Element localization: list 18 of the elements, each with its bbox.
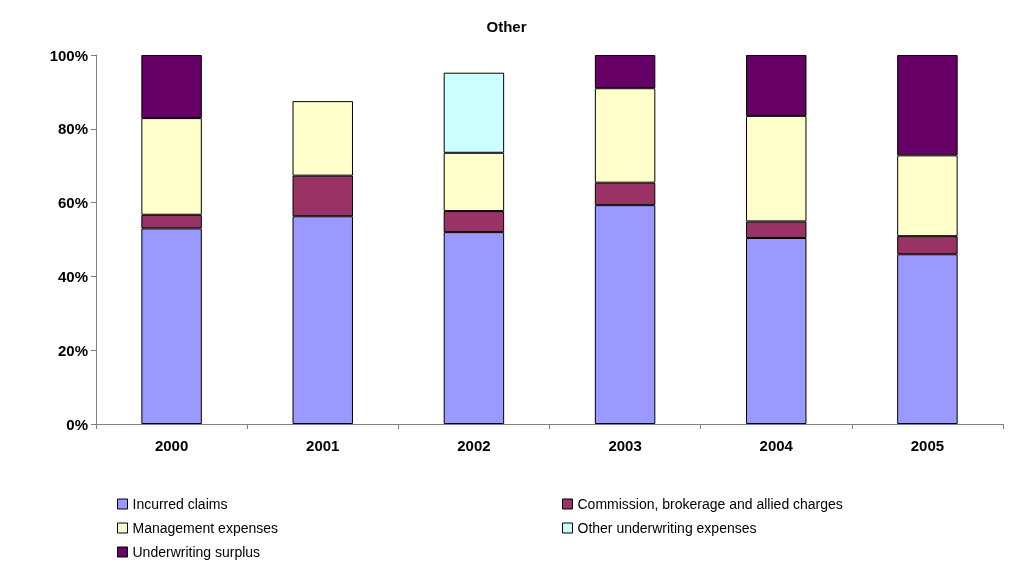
x-tick-label: 2004 xyxy=(759,437,794,454)
x-tick-label: 2005 xyxy=(910,437,945,454)
legend-label: Incurred claims xyxy=(132,496,228,512)
y-tick-label: 20% xyxy=(57,341,88,359)
chart-title: Other xyxy=(486,18,527,35)
y-tick-label: 40% xyxy=(57,267,88,285)
legend-label: Management expenses xyxy=(132,520,279,536)
legend-label: Commission, brokerage and allied charges xyxy=(577,496,843,512)
y-tick-label: 60% xyxy=(57,194,88,212)
legend-label: Other underwriting expenses xyxy=(577,520,757,536)
y-tick-label: 80% xyxy=(57,120,88,138)
x-tick-label: 2002 xyxy=(457,437,491,454)
y-tick-label: 0% xyxy=(66,415,88,433)
legend-label: Underwriting surplus xyxy=(132,544,261,560)
x-tick-label: 2000 xyxy=(154,437,189,454)
y-tick-label: 100% xyxy=(49,46,88,64)
x-tick-label: 2001 xyxy=(306,437,340,454)
x-tick-label: 2003 xyxy=(608,437,642,454)
